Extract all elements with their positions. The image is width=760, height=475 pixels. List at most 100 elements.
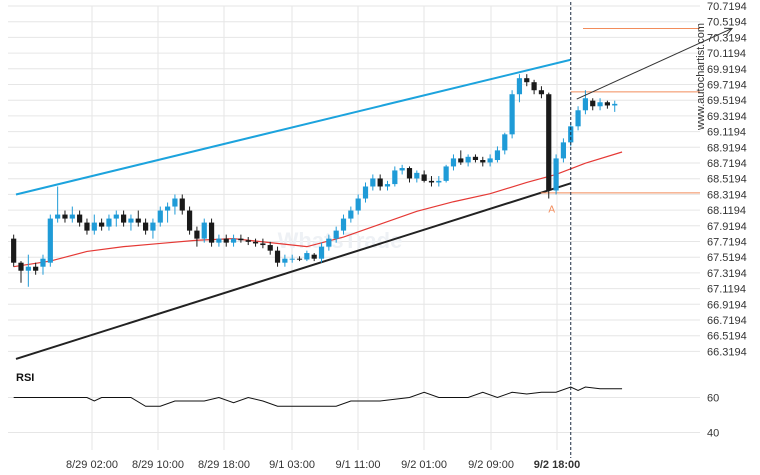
candle (62, 210, 68, 223)
y-tick-label: 68.1194 (707, 205, 746, 217)
candle-body (99, 222, 105, 227)
candles (11, 74, 618, 287)
pattern-point-label: A (548, 205, 555, 216)
candle-body (326, 238, 332, 247)
candle (128, 214, 134, 231)
y-tick-label: 70.3194 (707, 32, 747, 44)
candle (245, 237, 251, 246)
candle-body (318, 246, 325, 259)
y-tick-label: 70.7194 (707, 1, 747, 13)
candle (99, 218, 105, 231)
candle (524, 74, 530, 87)
candle (18, 261, 24, 283)
y-tick-label: 69.9194 (707, 64, 747, 76)
candle-body (597, 102, 603, 107)
candle (172, 194, 178, 215)
annotations: A (548, 2, 734, 458)
candle-body (296, 258, 303, 260)
candle-body (157, 210, 163, 223)
candle-body (502, 134, 508, 151)
y-tick-label: 66.9194 (707, 299, 747, 311)
x-tick-label: 8/29 10:00 (132, 459, 184, 471)
candle (428, 176, 435, 187)
x-tick-label: 9/1 11:00 (335, 459, 380, 471)
candle-body (33, 266, 39, 271)
candle (494, 146, 501, 163)
candle-body (575, 110, 581, 127)
candle-body (392, 170, 398, 185)
candle (150, 218, 156, 239)
candle (252, 238, 259, 247)
candle-body (612, 103, 618, 106)
candle-body (414, 172, 420, 179)
x-axis: 8/29 02:00 8/29 10:00 8/29 18:00 9/1 03:00 9… (66, 459, 580, 471)
y-tick-label: 69.3194 (707, 111, 747, 123)
candle-body (538, 90, 545, 95)
candle-body (311, 254, 317, 259)
candle-body (84, 222, 90, 231)
candle-body (516, 78, 523, 95)
watermark: WhatsTrade (278, 228, 403, 253)
candle-body (113, 214, 119, 219)
candle-body (164, 206, 171, 211)
candle (392, 166, 398, 187)
candle-body (370, 178, 376, 187)
y-tick-label: 66.3194 (707, 346, 747, 358)
y-tick-label: 66.7194 (707, 315, 747, 327)
candle (238, 234, 244, 243)
candle-body (304, 253, 310, 260)
candle (502, 132, 508, 155)
candle (135, 210, 141, 227)
candle-body (465, 156, 471, 163)
candle-body (480, 160, 486, 163)
projection-arrow-head (723, 27, 734, 35)
rsi-panel: RSI 60 40 (13, 372, 719, 440)
lower-channel-line (15, 182, 572, 360)
rsi-line (13, 386, 623, 407)
candle-body (289, 258, 295, 260)
channel-lines (15, 58, 572, 360)
y-tick-label: 68.9194 (707, 142, 747, 154)
candle-body (55, 214, 61, 219)
candle-body (238, 238, 244, 241)
candle-body (450, 158, 457, 167)
candle-body (150, 222, 156, 231)
candle-body (223, 238, 229, 243)
candle (113, 210, 119, 227)
candle-body (436, 180, 442, 183)
candle (40, 254, 46, 275)
candle-body (25, 266, 31, 271)
candle (69, 206, 75, 223)
candle-body (121, 214, 127, 223)
candle (296, 256, 303, 262)
grid (8, 5, 700, 450)
candle-body (553, 158, 559, 191)
candle-body (582, 98, 589, 111)
candle-body (458, 158, 464, 163)
candle (274, 246, 281, 267)
candle (106, 214, 112, 231)
candle (318, 242, 325, 263)
candle (84, 218, 90, 235)
candle-body (604, 102, 610, 106)
candle-body (230, 238, 237, 243)
moving-average (13, 151, 623, 268)
candle (164, 202, 171, 223)
y-tick-label: 67.7194 (707, 237, 747, 249)
candle-body (494, 150, 501, 161)
candle (230, 234, 237, 247)
candle-body (355, 198, 361, 211)
candle-body (362, 186, 369, 199)
y-tick-label: 66.5194 (707, 331, 747, 343)
x-tick-label: 9/2 18:00 (534, 459, 580, 471)
candle-body (260, 243, 266, 246)
candle-body (274, 250, 281, 263)
candle-body (143, 222, 149, 231)
candle (55, 186, 61, 223)
candle-body (194, 230, 200, 239)
y-tick-label: 69.7194 (707, 80, 747, 92)
source-label: www.autochartist.com (695, 23, 707, 131)
candle-body (399, 168, 405, 171)
candle (362, 182, 369, 203)
candle (421, 170, 427, 183)
